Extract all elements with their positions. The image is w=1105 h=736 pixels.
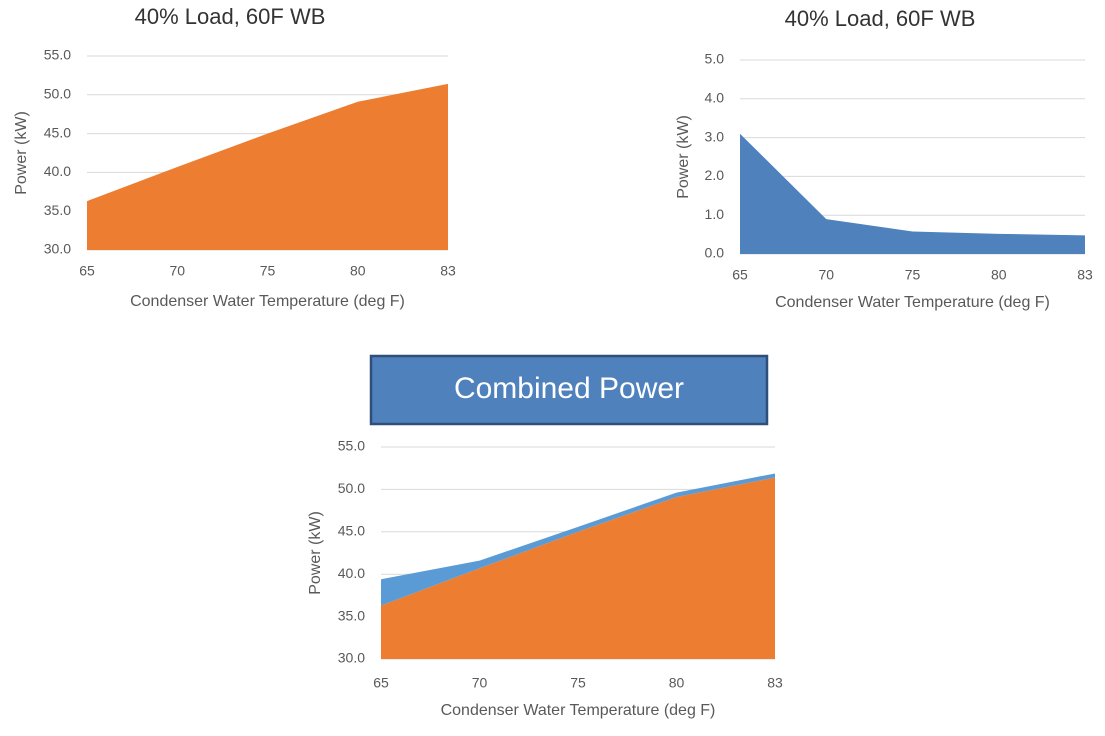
x-tick-label: 80 [350,263,366,279]
y-tick-label: 35.0 [44,202,71,218]
chart-title: Combined Power [454,372,684,405]
x-tick-label: 75 [260,263,276,279]
chart-title: 40% Load, 60F WB [785,6,976,31]
x-tick-label: 70 [818,267,834,283]
y-tick-label: 55.0 [338,438,365,454]
y-tick-label: 50.0 [44,86,71,102]
y-tick-label: 50.0 [338,480,365,496]
x-axis-title: Condenser Water Temperature (deg F) [775,294,1050,311]
y-tick-label: 45.0 [44,124,71,140]
y-tick-label: 30.0 [338,650,365,666]
x-axis-title: Condenser Water Temperature (deg F) [441,702,716,719]
y-tick-label: 40.0 [338,565,365,581]
area [87,83,448,250]
x-tick-label: 65 [373,675,389,691]
y-tick-label: 40.0 [44,163,71,179]
area [740,133,1085,254]
y-tick-label: 35.0 [338,607,365,623]
y-tick-label: 2.0 [705,167,725,183]
y-tick-label: 45.0 [338,523,365,539]
x-tick-label: 70 [169,263,185,279]
y-tick-label: 30.0 [44,241,71,257]
y-axis-title: Power (kW) [13,111,30,195]
x-tick-label: 80 [991,267,1007,283]
y-tick-label: 5.0 [705,51,725,67]
chart: 40% Load, 60F WB 0.0 1.0 2.0 3.0 4.0 5.0 65 70 75… [675,6,1093,311]
x-tick-label: 75 [570,675,586,691]
y-axis-title: Power (kW) [675,115,692,199]
x-axis-title: Condenser Water Temperature (deg F) [130,293,405,310]
y-tick-label: 3.0 [705,128,725,144]
y-tick-label: 55.0 [44,47,71,63]
x-tick-label: 75 [905,267,921,283]
x-tick-label: 83 [440,263,456,279]
x-tick-label: 83 [767,675,783,691]
chart-title: 40% Load, 60F WB [135,4,326,29]
x-tick-label: 83 [1077,267,1093,283]
x-tick-label: 65 [79,263,95,279]
y-tick-label: 1.0 [705,206,725,222]
chart: Combined Power 30.0 35.0 40.0 45.0 50.0 55.0 65… [307,354,783,719]
y-tick-label: 0.0 [705,245,725,261]
x-tick-label: 65 [732,267,748,283]
chart: 40% Load, 60F WB 30.0 35.0 40.0 45.0 50.0 55.0… [13,4,456,310]
area [381,477,775,659]
y-axis-title: Power (kW) [307,511,324,595]
x-tick-label: 70 [472,675,488,691]
title-box [369,354,769,426]
y-tick-label: 4.0 [705,90,725,106]
x-tick-label: 80 [669,675,685,691]
